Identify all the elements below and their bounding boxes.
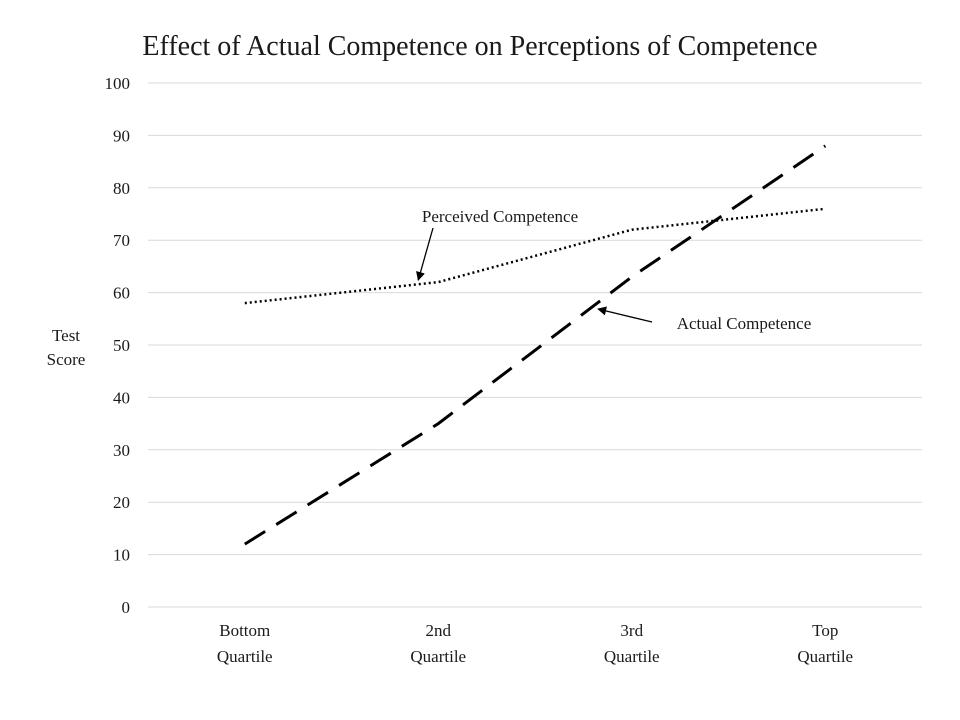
y-tick-label: 70 — [113, 231, 130, 250]
y-axis-label: Test Score — [47, 326, 86, 369]
actual-competence-label: Actual Competence — [677, 314, 812, 333]
y-tick-label: 10 — [113, 546, 130, 565]
x-tick-label: Quartile — [217, 647, 273, 666]
x-tick-label: Quartile — [604, 647, 660, 666]
y-tick-label: 60 — [113, 284, 130, 303]
y-tick-labels: 0 10 20 30 40 50 60 70 80 90 100 — [105, 74, 131, 617]
y-tick-label: 100 — [105, 74, 131, 93]
perceived-competence-arrow — [416, 227, 434, 281]
series-lines — [244, 144, 827, 546]
y-tick-label: 90 — [113, 126, 130, 145]
y-tick-label: 40 — [113, 388, 130, 407]
y-tick-label: 50 — [113, 336, 130, 355]
y-tick-label: 20 — [113, 493, 130, 512]
actual-competence-arrow — [597, 306, 653, 323]
y-tick-label: 30 — [113, 441, 130, 460]
x-tick-labels: Bottom Quartile 2nd Quartile 3rd Quartile Top Q… — [217, 621, 853, 666]
x-tick-label: 3rd — [620, 621, 643, 640]
x-tick-label: Quartile — [797, 647, 853, 666]
y-tick-label: 80 — [113, 179, 130, 198]
actual-competence-line — [244, 144, 827, 546]
annotations: Perceived Competence Actual Competence — [416, 207, 812, 333]
x-tick-label: Bottom — [219, 621, 270, 640]
x-tick-label: Top — [812, 621, 838, 640]
chart-title: Effect of Actual Competence on Perceptio… — [142, 31, 817, 62]
x-tick-label: Quartile — [410, 647, 466, 666]
perceived-competence-label: Perceived Competence — [422, 207, 578, 226]
y-axis-label-line-1: Test — [52, 326, 80, 345]
y-axis-label-line-2: Score — [47, 350, 86, 369]
y-tick-label: 0 — [122, 598, 131, 617]
x-tick-label: 2nd — [426, 621, 452, 640]
grid-lines — [148, 82, 922, 608]
